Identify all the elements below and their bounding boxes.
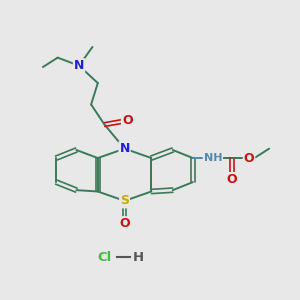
Text: N: N <box>119 142 130 155</box>
Text: O: O <box>122 114 133 127</box>
Text: NH: NH <box>204 153 222 163</box>
Text: O: O <box>119 217 130 230</box>
Text: S: S <box>120 194 129 207</box>
Text: H: H <box>132 250 143 264</box>
Text: Cl: Cl <box>98 250 112 264</box>
Text: O: O <box>244 152 254 164</box>
Text: N: N <box>74 59 84 72</box>
Text: O: O <box>226 173 237 186</box>
